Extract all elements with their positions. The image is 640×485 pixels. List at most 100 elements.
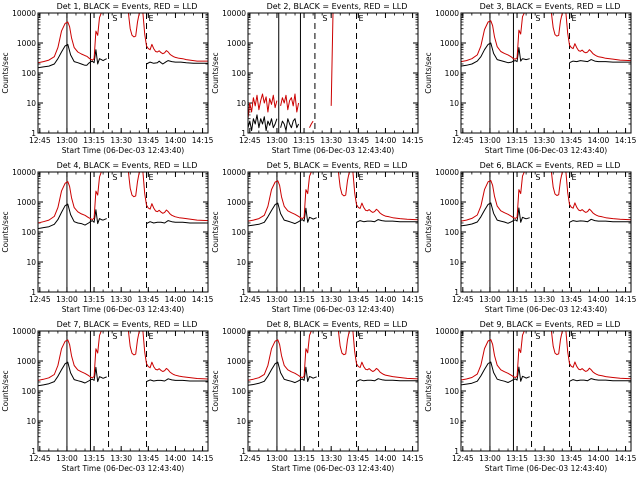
- x-tick-label: 12:45: [452, 454, 474, 463]
- marker-letter: S: [535, 332, 540, 341]
- y-tick-label: 100: [445, 228, 460, 237]
- plot-frame: [460, 330, 632, 452]
- y-tick-label: 1: [241, 288, 246, 297]
- x-tick-label: 13:30: [110, 454, 132, 463]
- x-tick-label: 14:00: [165, 454, 187, 463]
- y-tick-label: 1000: [440, 357, 459, 366]
- y-tick-label: 1000: [440, 198, 459, 207]
- events-series-line: [248, 361, 418, 386]
- y-axis-label: Counts/sec: [424, 370, 433, 411]
- x-tick-label: 12:45: [239, 136, 261, 145]
- x-tick-label: 14:00: [375, 454, 397, 463]
- x-tick-label: 13:30: [533, 454, 555, 463]
- y-tick-label: 1000: [227, 198, 246, 207]
- x-tick-label: 14:15: [615, 454, 637, 463]
- marker-letter: E: [572, 173, 577, 182]
- lld-series-line: [248, 331, 418, 381]
- x-axis-label: Start Time (06-Dec-03 12:43:40): [272, 464, 394, 473]
- y-tick-label: 1: [454, 288, 459, 297]
- marker-letter: S: [112, 14, 117, 23]
- y-tick-label: 1000: [227, 39, 246, 48]
- y-axis-label: Counts/sec: [211, 211, 220, 252]
- lld-series-line: [461, 13, 631, 63]
- plot-frame: [460, 171, 632, 293]
- x-tick-label: 13:15: [506, 136, 528, 145]
- x-axis-label: Start Time (06-Dec-03 12:43:40): [62, 146, 184, 155]
- marker-letter: S: [112, 332, 117, 341]
- x-tick-label: 14:15: [402, 454, 424, 463]
- x-tick-label: 12:45: [452, 136, 474, 145]
- x-tick-label: 13:00: [266, 295, 288, 304]
- x-tick-label: 13:45: [138, 136, 160, 145]
- y-tick-label: 1000: [17, 357, 36, 366]
- y-tick-label: 10: [236, 417, 246, 426]
- x-tick-label: 14:15: [192, 295, 214, 304]
- x-axis-label: Start Time (06-Dec-03 12:43:40): [485, 305, 607, 314]
- detector-panel-4: Det 4, BLACK = Events, RED = LLD Counts/s…: [1, 161, 214, 314]
- x-tick-label: 13:00: [56, 295, 78, 304]
- y-tick-label: 10000: [222, 168, 246, 177]
- y-tick-label: 100: [445, 69, 460, 78]
- series-group: [248, 13, 337, 132]
- marker-letter: E: [572, 332, 577, 341]
- x-tick-label: 14:15: [192, 136, 214, 145]
- x-tick-label: 13:00: [479, 136, 501, 145]
- y-tick-label: 100: [22, 387, 37, 396]
- x-tick-label: 13:45: [561, 295, 583, 304]
- x-tick-label: 13:45: [348, 295, 370, 304]
- marker-letter: S: [112, 173, 117, 182]
- marker-letter: E: [359, 173, 364, 182]
- marker-letter: S: [535, 14, 540, 23]
- series-group: [461, 331, 631, 386]
- panel-title: Det 9, BLACK = Events, RED = LLD: [480, 320, 621, 329]
- marker-letter: S: [322, 173, 327, 182]
- x-tick-label: 13:00: [266, 454, 288, 463]
- y-tick-label: 10000: [222, 9, 246, 18]
- x-tick-label: 12:45: [29, 454, 51, 463]
- x-axis-label: Start Time (06-Dec-03 12:43:40): [272, 305, 394, 314]
- y-tick-label: 10000: [435, 9, 459, 18]
- x-tick-label: 13:45: [561, 454, 583, 463]
- y-tick-label: 1000: [440, 39, 459, 48]
- panel-title: Det 3, BLACK = Events, RED = LLD: [480, 2, 621, 11]
- y-tick-label: 10: [449, 258, 459, 267]
- marker-letter: E: [359, 332, 364, 341]
- x-tick-label: 14:00: [588, 136, 610, 145]
- y-tick-label: 10000: [12, 9, 36, 18]
- y-tick-label: 1000: [17, 39, 36, 48]
- series-group: [248, 172, 418, 227]
- series-group: [38, 172, 208, 230]
- x-tick-label: 14:15: [615, 136, 637, 145]
- series-group: [461, 172, 631, 227]
- y-tick-label: 10: [236, 99, 246, 108]
- x-tick-label: 14:00: [588, 295, 610, 304]
- x-tick-label: 13:45: [138, 454, 160, 463]
- y-tick-label: 1: [31, 447, 36, 456]
- marker-letter: S: [322, 14, 327, 23]
- y-axis-label: Counts/sec: [424, 52, 433, 93]
- plot-frame: [247, 171, 419, 293]
- x-axis-label: Start Time (06-Dec-03 12:43:40): [485, 146, 607, 155]
- x-tick-label: 13:15: [293, 136, 315, 145]
- events-series-line: [248, 202, 418, 227]
- x-tick-label: 13:45: [138, 295, 160, 304]
- y-tick-label: 1000: [17, 198, 36, 207]
- lld-series-line: [38, 331, 208, 381]
- x-tick-label: 13:15: [293, 454, 315, 463]
- events-series-line: [461, 42, 631, 67]
- y-tick-label: 1: [31, 288, 36, 297]
- detector-panel-8: Det 8, BLACK = Events, RED = LLD Counts/s…: [211, 320, 424, 473]
- detector-panel-3: Det 3, BLACK = Events, RED = LLD Counts/s…: [424, 2, 637, 155]
- y-tick-label: 10000: [12, 327, 36, 336]
- x-tick-label: 13:15: [506, 454, 528, 463]
- x-tick-label: 13:45: [348, 136, 370, 145]
- x-tick-label: 13:00: [479, 454, 501, 463]
- series-group: [248, 331, 418, 386]
- y-tick-label: 100: [232, 387, 247, 396]
- y-tick-label: 100: [22, 69, 37, 78]
- x-tick-label: 12:45: [452, 295, 474, 304]
- y-tick-label: 10000: [12, 168, 36, 177]
- y-tick-label: 10: [26, 99, 36, 108]
- x-tick-label: 13:00: [56, 136, 78, 145]
